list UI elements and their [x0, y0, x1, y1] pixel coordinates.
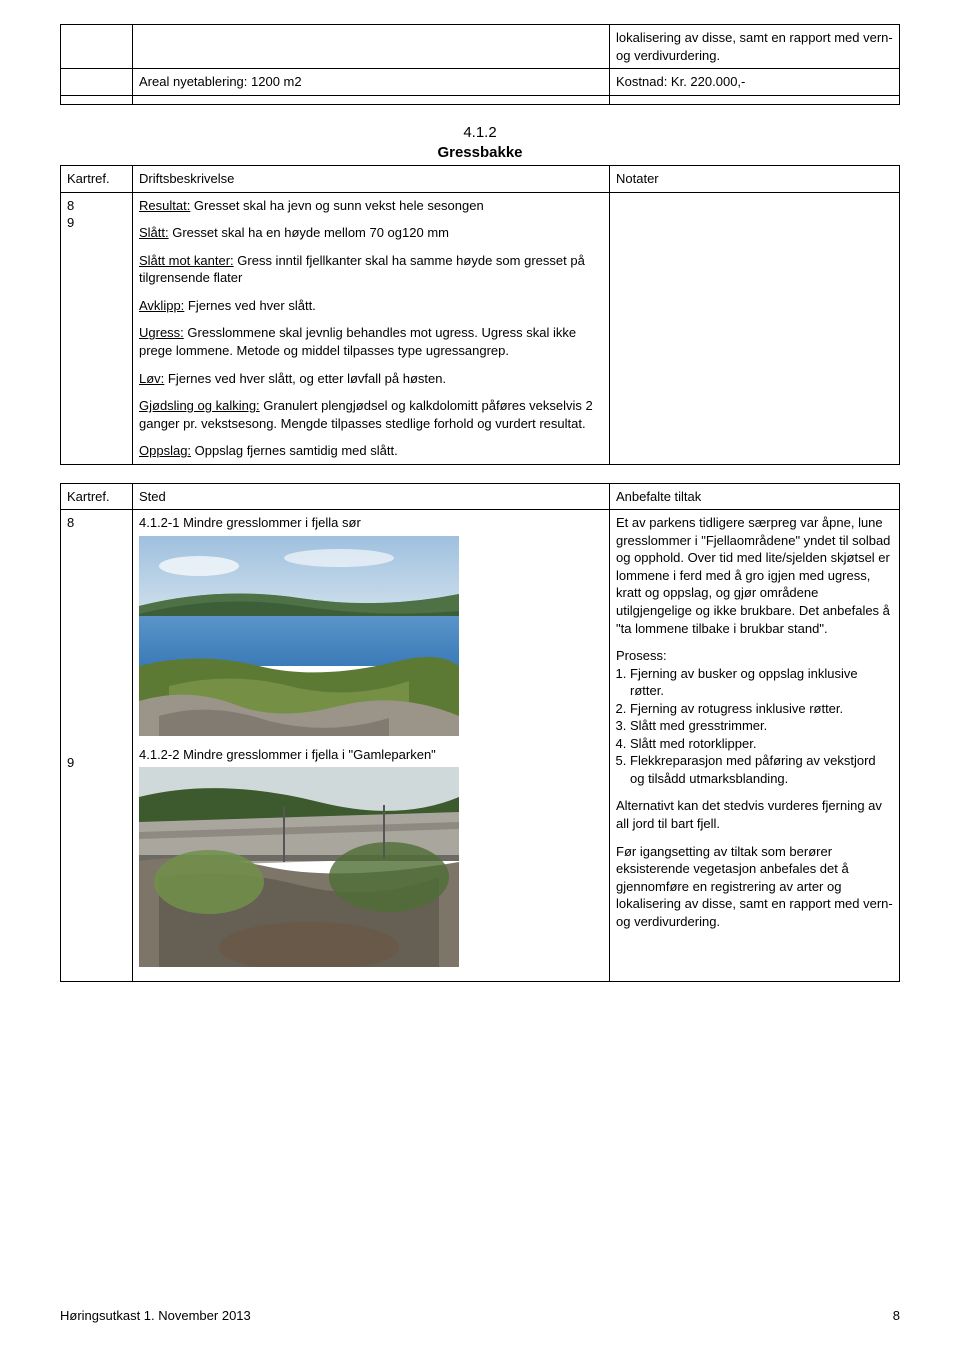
text-ugress: Gresslommene skal jevnlig behandles mot …	[139, 325, 576, 358]
p-resultat: Resultat: Gresset skal ha jevn og sunn v…	[139, 197, 603, 215]
p-opp: Oppslag: Oppslag fjernes samtidig med sl…	[139, 442, 603, 460]
label-kanter: Slått mot kanter:	[139, 253, 234, 268]
caption1: 4.1.2-1 Mindre gresslommer i fjella sør	[139, 514, 603, 532]
p-avklipp: Avklipp: Fjernes ved hver slått.	[139, 297, 603, 315]
prosess-item-4: Slått med rotorklipper.	[630, 735, 893, 753]
p-kanter: Slått mot kanter: Gress inntil fjellkant…	[139, 252, 603, 287]
empty-cell	[133, 95, 610, 104]
p-ugress: Ugress: Gresslommene skal jevnlig behand…	[139, 324, 603, 359]
tiltak-table: Kartref. Sted Anbefalte tiltak 8 9 4.1.2…	[60, 483, 900, 983]
drift-notes-cell	[610, 192, 900, 464]
tiltak-head-ref: Kartref.	[61, 483, 133, 510]
final-para: Før igangsetting av tiltak som berører e…	[616, 843, 893, 931]
tiltak-ref1: 8	[67, 515, 74, 530]
top-row2-mid: Areal nyetablering: 1200 m2	[133, 69, 610, 96]
prosess-item-1: Fjerning av busker og oppslag inklusive …	[630, 665, 893, 700]
text-resultat: Gresset skal ha jevn og sunn vekst hele …	[190, 198, 483, 213]
drift-body: Resultat: Gresset skal ha jevn og sunn v…	[133, 192, 610, 464]
top-row1-right: lokalisering av disse, samt en rapport m…	[610, 25, 900, 69]
tiltak-head-tiltak: Anbefalte tiltak	[610, 483, 900, 510]
prosess-item-5: Flekkreparasjon med påføring av vekstjor…	[630, 752, 893, 787]
empty-cell	[61, 69, 133, 96]
text-lov: Fjernes ved hver slått, og etter løvfall…	[164, 371, 446, 386]
empty-cell	[133, 25, 610, 69]
drift-head-desc: Driftsbeskrivelse	[133, 166, 610, 193]
prosess-item-3: Slått med gresstrimmer.	[630, 717, 893, 735]
label-lov: Løv:	[139, 371, 164, 386]
prosess-item-2: Fjerning av rotugress inklusive røtter.	[630, 700, 893, 718]
tiltak-intro: Et av parkens tidligere særpreg var åpne…	[616, 514, 893, 637]
ref1-wrap: 8	[67, 514, 126, 754]
photo-2	[139, 767, 459, 967]
label-opp: Oppslag:	[139, 443, 191, 458]
empty-cell	[61, 95, 133, 104]
empty-cell	[610, 95, 900, 104]
drift-ref-0: 8	[67, 197, 126, 215]
ref2-wrap: 9	[67, 754, 126, 772]
p-slaatt: Slått: Gresset skal ha en høyde mellom 7…	[139, 224, 603, 242]
text-avklipp: Fjernes ved hver slått.	[184, 298, 316, 313]
p-lov: Løv: Fjernes ved hver slått, og etter lø…	[139, 370, 603, 388]
tiltak-ref2: 9	[67, 755, 74, 770]
p-gjod: Gjødsling og kalking: Granulert plengjød…	[139, 397, 603, 432]
section-title: Gressbakke	[60, 143, 900, 163]
label-resultat: Resultat:	[139, 198, 190, 213]
prosess-list: Fjerning av busker og oppslag inklusive …	[616, 665, 893, 788]
section-heading: 4.1.2 Gressbakke	[60, 123, 900, 164]
photo-1	[139, 536, 459, 736]
page-footer: Høringsutkast 1. November 2013 8	[60, 1307, 900, 1325]
tiltak-refs: 8 9	[61, 510, 133, 982]
footer-left: Høringsutkast 1. November 2013	[60, 1307, 251, 1325]
tiltak-sted-cell: 4.1.2-1 Mindre gresslommer i fjella sør	[133, 510, 610, 982]
alt-para: Alternativt kan det stedvis vurderes fje…	[616, 797, 893, 832]
drift-head-ref: Kartref.	[61, 166, 133, 193]
label-gjod: Gjødsling og kalking:	[139, 398, 260, 413]
drift-head-notes: Notater	[610, 166, 900, 193]
drift-refs: 8 9	[61, 192, 133, 464]
caption2: 4.1.2-2 Mindre gresslommer i fjella i "G…	[139, 746, 603, 764]
tiltak-head-sted: Sted	[133, 483, 610, 510]
photo-2-svg	[139, 767, 459, 967]
label-avklipp: Avklipp:	[139, 298, 184, 313]
drift-ref-1: 9	[67, 214, 126, 232]
empty-cell	[61, 25, 133, 69]
drift-table: Kartref. Driftsbeskrivelse Notater 8 9 R…	[60, 165, 900, 465]
photo-1-svg	[139, 536, 459, 736]
top-continuation-table: lokalisering av disse, samt en rapport m…	[60, 24, 900, 105]
footer-right: 8	[893, 1307, 900, 1325]
top-row2-right: Kostnad: Kr. 220.000,-	[610, 69, 900, 96]
section-number: 4.1.2	[60, 123, 900, 143]
text-slaatt: Gresset skal ha en høyde mellom 70 og120…	[169, 225, 449, 240]
prosess-label: Prosess:	[616, 647, 893, 665]
label-ugress: Ugress:	[139, 325, 184, 340]
text-opp: Oppslag fjernes samtidig med slått.	[191, 443, 398, 458]
tiltak-body: Et av parkens tidligere særpreg var åpne…	[610, 510, 900, 982]
label-slaatt: Slått:	[139, 225, 169, 240]
